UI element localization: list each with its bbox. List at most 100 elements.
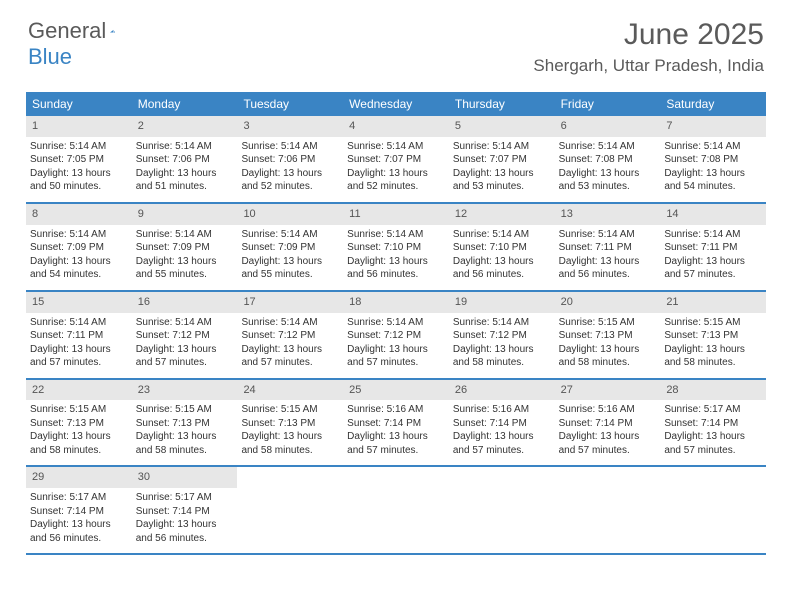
day-body: Sunrise: 5:15 AMSunset: 7:13 PMDaylight:… xyxy=(555,316,661,370)
brand-part1: General xyxy=(28,18,106,44)
sunrise-line: Sunrise: 5:14 AM xyxy=(347,228,445,242)
header: General June 2025 Shergarh, Uttar Prades… xyxy=(0,0,792,82)
sunrise-line: Sunrise: 5:14 AM xyxy=(347,140,445,154)
day-header: Sunday xyxy=(26,92,132,116)
week-row: 15Sunrise: 5:14 AMSunset: 7:11 PMDayligh… xyxy=(26,292,766,380)
day-body: Sunrise: 5:14 AMSunset: 7:10 PMDaylight:… xyxy=(343,228,449,282)
sunrise-line: Sunrise: 5:14 AM xyxy=(559,228,657,242)
day-body: Sunrise: 5:14 AMSunset: 7:09 PMDaylight:… xyxy=(132,228,238,282)
day-number: 23 xyxy=(132,380,238,401)
day-body: Sunrise: 5:15 AMSunset: 7:13 PMDaylight:… xyxy=(237,403,343,457)
week-row: 8Sunrise: 5:14 AMSunset: 7:09 PMDaylight… xyxy=(26,204,766,292)
day-body: Sunrise: 5:14 AMSunset: 7:12 PMDaylight:… xyxy=(132,316,238,370)
sunset-line: Sunset: 7:14 PM xyxy=(347,417,445,431)
day-cell: 18Sunrise: 5:14 AMSunset: 7:12 PMDayligh… xyxy=(343,292,449,378)
week-row: 22Sunrise: 5:15 AMSunset: 7:13 PMDayligh… xyxy=(26,380,766,468)
sunset-line: Sunset: 7:07 PM xyxy=(453,153,551,167)
day-header: Thursday xyxy=(449,92,555,116)
sunset-line: Sunset: 7:13 PM xyxy=(30,417,128,431)
sunset-line: Sunset: 7:11 PM xyxy=(559,241,657,255)
day-header: Tuesday xyxy=(237,92,343,116)
daylight-line: Daylight: 13 hours and 52 minutes. xyxy=(347,167,445,194)
daylight-line: Daylight: 13 hours and 56 minutes. xyxy=(347,255,445,282)
day-header-row: SundayMondayTuesdayWednesdayThursdayFrid… xyxy=(26,92,766,116)
empty-cell xyxy=(555,467,661,553)
sunrise-line: Sunrise: 5:14 AM xyxy=(136,228,234,242)
day-body: Sunrise: 5:15 AMSunset: 7:13 PMDaylight:… xyxy=(26,403,132,457)
sunrise-line: Sunrise: 5:14 AM xyxy=(241,140,339,154)
sunset-line: Sunset: 7:09 PM xyxy=(241,241,339,255)
day-number: 5 xyxy=(449,116,555,137)
daylight-line: Daylight: 13 hours and 56 minutes. xyxy=(30,518,128,545)
sunset-line: Sunset: 7:13 PM xyxy=(559,329,657,343)
day-body: Sunrise: 5:14 AMSunset: 7:09 PMDaylight:… xyxy=(237,228,343,282)
day-number: 30 xyxy=(132,467,238,488)
day-number: 6 xyxy=(555,116,661,137)
sunset-line: Sunset: 7:09 PM xyxy=(136,241,234,255)
day-cell: 28Sunrise: 5:17 AMSunset: 7:14 PMDayligh… xyxy=(660,380,766,466)
sunset-line: Sunset: 7:06 PM xyxy=(136,153,234,167)
brand-part2: Blue xyxy=(28,44,72,69)
sunset-line: Sunset: 7:13 PM xyxy=(241,417,339,431)
day-number: 27 xyxy=(555,380,661,401)
day-cell: 12Sunrise: 5:14 AMSunset: 7:10 PMDayligh… xyxy=(449,204,555,290)
sunset-line: Sunset: 7:08 PM xyxy=(559,153,657,167)
day-cell: 4Sunrise: 5:14 AMSunset: 7:07 PMDaylight… xyxy=(343,116,449,202)
sunrise-line: Sunrise: 5:14 AM xyxy=(136,316,234,330)
sunrise-line: Sunrise: 5:16 AM xyxy=(559,403,657,417)
day-cell: 20 Sunrise: 5:15 AMSunset: 7:13 PMDayligh… xyxy=(555,292,661,378)
sunset-line: Sunset: 7:12 PM xyxy=(453,329,551,343)
day-number: 12 xyxy=(449,204,555,225)
day-body: Sunrise: 5:14 AMSunset: 7:08 PMDaylight:… xyxy=(555,140,661,194)
day-cell: 26Sunrise: 5:16 AMSunset: 7:14 PMDayligh… xyxy=(449,380,555,466)
sunset-line: Sunset: 7:14 PM xyxy=(30,505,128,519)
day-number: 2 xyxy=(132,116,238,137)
day-body: Sunrise: 5:14 AMSunset: 7:12 PMDaylight:… xyxy=(237,316,343,370)
day-number: 17 xyxy=(237,292,343,313)
day-number: 1 xyxy=(26,116,132,137)
day-number: 20 xyxy=(555,292,661,313)
sunset-line: Sunset: 7:07 PM xyxy=(347,153,445,167)
day-body: Sunrise: 5:16 AMSunset: 7:14 PMDaylight:… xyxy=(449,403,555,457)
daylight-line: Daylight: 13 hours and 52 minutes. xyxy=(241,167,339,194)
calendar-grid: SundayMondayTuesdayWednesdayThursdayFrid… xyxy=(26,92,766,555)
sunset-line: Sunset: 7:11 PM xyxy=(30,329,128,343)
daylight-line: Daylight: 13 hours and 58 minutes. xyxy=(30,430,128,457)
day-cell: 30Sunrise: 5:17 AMSunset: 7:14 PMDayligh… xyxy=(132,467,238,553)
day-cell: 5 Sunrise: 5:14 AMSunset: 7:07 PMDaylight… xyxy=(449,116,555,202)
day-cell: 11 Sunrise: 5:14 AMSunset: 7:10 PMDayligh… xyxy=(343,204,449,290)
daylight-line: Daylight: 13 hours and 56 minutes. xyxy=(559,255,657,282)
day-number: 19 xyxy=(449,292,555,313)
day-number: 13 xyxy=(555,204,661,225)
day-number: 11 xyxy=(343,204,449,225)
daylight-line: Daylight: 13 hours and 54 minutes. xyxy=(664,167,762,194)
day-number: 7 xyxy=(660,116,766,137)
daylight-line: Daylight: 13 hours and 53 minutes. xyxy=(559,167,657,194)
day-header: Wednesday xyxy=(343,92,449,116)
sunset-line: Sunset: 7:10 PM xyxy=(347,241,445,255)
location: Shergarh, Uttar Pradesh, India xyxy=(533,56,764,76)
daylight-line: Daylight: 13 hours and 57 minutes. xyxy=(136,343,234,370)
sunset-line: Sunset: 7:13 PM xyxy=(664,329,762,343)
day-body: Sunrise: 5:15 AMSunset: 7:13 PMDaylight:… xyxy=(660,316,766,370)
daylight-line: Daylight: 13 hours and 55 minutes. xyxy=(241,255,339,282)
day-body: Sunrise: 5:15 AMSunset: 7:13 PMDaylight:… xyxy=(132,403,238,457)
sunrise-line: Sunrise: 5:14 AM xyxy=(453,140,551,154)
sunset-line: Sunset: 7:14 PM xyxy=(559,417,657,431)
daylight-line: Daylight: 13 hours and 58 minutes. xyxy=(559,343,657,370)
day-body: Sunrise: 5:14 AMSunset: 7:11 PMDaylight:… xyxy=(26,316,132,370)
day-body: Sunrise: 5:14 AMSunset: 7:06 PMDaylight:… xyxy=(132,140,238,194)
day-number: 21 xyxy=(660,292,766,313)
daylight-line: Daylight: 13 hours and 57 minutes. xyxy=(453,430,551,457)
daylight-line: Daylight: 13 hours and 53 minutes. xyxy=(453,167,551,194)
daylight-line: Daylight: 13 hours and 54 minutes. xyxy=(30,255,128,282)
sunset-line: Sunset: 7:14 PM xyxy=(453,417,551,431)
sunrise-line: Sunrise: 5:15 AM xyxy=(664,316,762,330)
empty-cell xyxy=(237,467,343,553)
sunset-line: Sunset: 7:09 PM xyxy=(30,241,128,255)
day-number: 3 xyxy=(237,116,343,137)
sunset-line: Sunset: 7:12 PM xyxy=(347,329,445,343)
day-body: Sunrise: 5:14 AMSunset: 7:07 PMDaylight:… xyxy=(449,140,555,194)
day-body: Sunrise: 5:16 AMSunset: 7:14 PMDaylight:… xyxy=(555,403,661,457)
day-number: 28 xyxy=(660,380,766,401)
